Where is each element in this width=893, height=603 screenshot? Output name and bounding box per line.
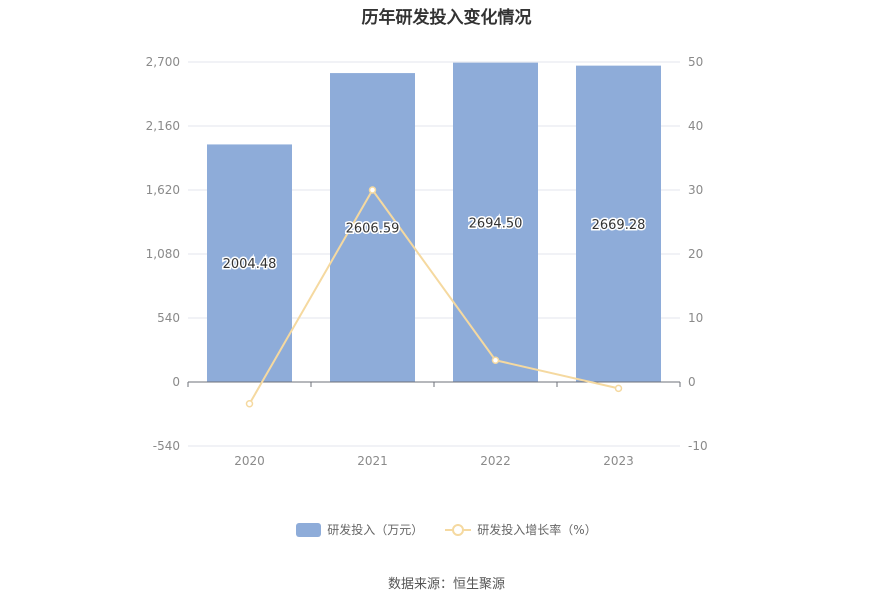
legend-label-growth-rate: 研发投入增长率（%） [477,523,597,537]
bar-data-label: 2669.28 [592,218,646,233]
y-right-tick-label: 0 [688,375,696,389]
line-point [491,356,500,364]
bar [576,65,661,382]
x-tick-label: 2022 [480,454,511,468]
y-right-tick-label: 50 [688,55,703,69]
y-left-tick-label: 2,160 [146,119,180,133]
y-right-tick-label: 40 [688,119,703,133]
x-tick-label: 2020 [234,454,265,468]
bar-data-label: 2004.48 [223,257,277,272]
chart-legend: 研发投入（万元） 研发投入增长率（%） [0,521,893,538]
legend-item-rd-investment[interactable]: 研发投入（万元） [296,521,423,538]
y-left-tick-label: 1,620 [146,183,180,197]
x-tick-label: 2021 [357,454,388,468]
y-left-tick-label: 2,700 [146,55,180,69]
bar-data-label: 2606.59 [346,222,400,237]
y-left-tick-label: 0 [172,375,180,389]
x-tick-label: 2023 [603,454,634,468]
legend-line-swatch-icon [445,523,472,536]
y-left-tick-label: 540 [157,311,180,325]
line-point [368,186,377,194]
legend-bar-swatch-icon [296,522,322,537]
y-right-tick-label: 20 [688,247,703,261]
y-right-tick-label: 10 [688,311,703,325]
chart-title: 历年研发投入变化情况 [361,8,532,28]
bar [207,144,292,382]
y-left-tick-label: 1,080 [146,247,180,261]
line-point [614,384,623,393]
y-right-tick-label: -10 [688,439,708,453]
line-series [248,188,619,405]
y-left-tick-label: -540 [153,439,180,453]
legend-label-rd-investment: 研发投入（万元） [327,523,424,537]
bar [453,62,538,382]
bar-data-label: 2694.50 [469,216,523,231]
y-right-tick-label: 30 [688,183,703,197]
line-point [245,400,254,408]
data-source-note: 数据来源：恒生聚源 [387,577,505,592]
legend-item-growth-rate[interactable]: 研发投入增长率（%） [445,521,597,538]
